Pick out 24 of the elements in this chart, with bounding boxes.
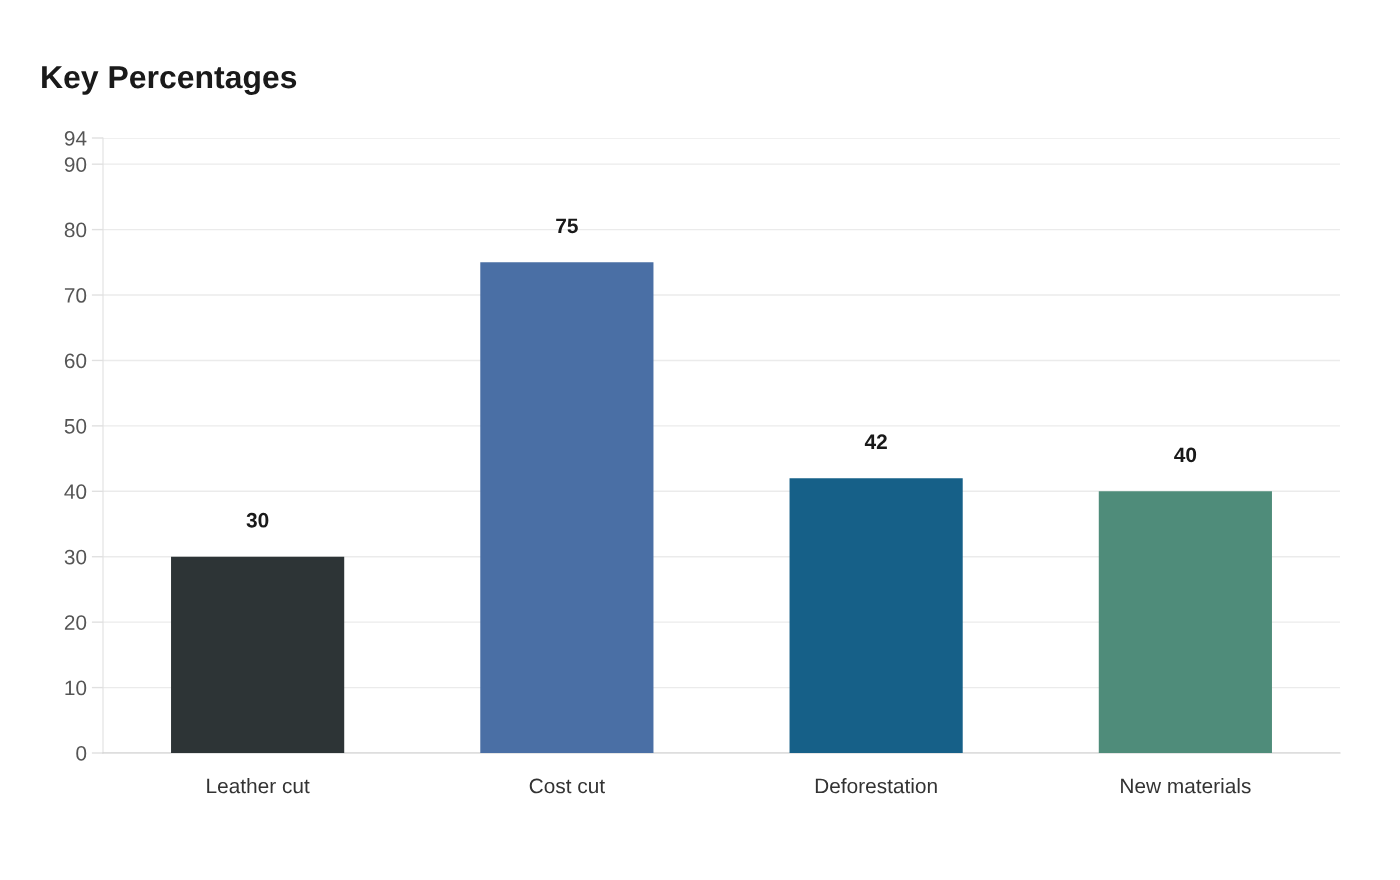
y-tick-label: 10 bbox=[65, 680, 87, 696]
x-tick-label: Leather cut bbox=[207, 778, 310, 794]
x-tick-label: Deforestation bbox=[815, 778, 937, 794]
x-tick-label: New materials bbox=[1121, 778, 1251, 794]
y-tick-label: 70 bbox=[64, 288, 87, 303]
y-tick-label: 80 bbox=[64, 222, 87, 238]
y-tick-label: 20 bbox=[64, 615, 87, 630]
data-label: 42 bbox=[864, 434, 887, 449]
y-tick-label: 30 bbox=[64, 549, 87, 565]
bar bbox=[480, 262, 654, 753]
y-tick-label: 94 bbox=[64, 131, 87, 146]
bar bbox=[1098, 491, 1272, 753]
y-tick-label: 0 bbox=[76, 746, 87, 761]
y-tick-label: 90 bbox=[64, 157, 87, 172]
y-tick-label: 60 bbox=[64, 353, 87, 369]
y-tick-label: 50 bbox=[64, 418, 87, 434]
x-tick-label: Cost cut bbox=[529, 778, 605, 794]
data-label: 30 bbox=[246, 512, 269, 528]
bar bbox=[789, 478, 963, 753]
data-label: 75 bbox=[556, 218, 578, 234]
data-label: 40 bbox=[1174, 447, 1197, 463]
bar bbox=[171, 556, 345, 753]
chart-title: Key Percentages bbox=[42, 66, 297, 95]
y-tick-label: 40 bbox=[64, 484, 87, 500]
